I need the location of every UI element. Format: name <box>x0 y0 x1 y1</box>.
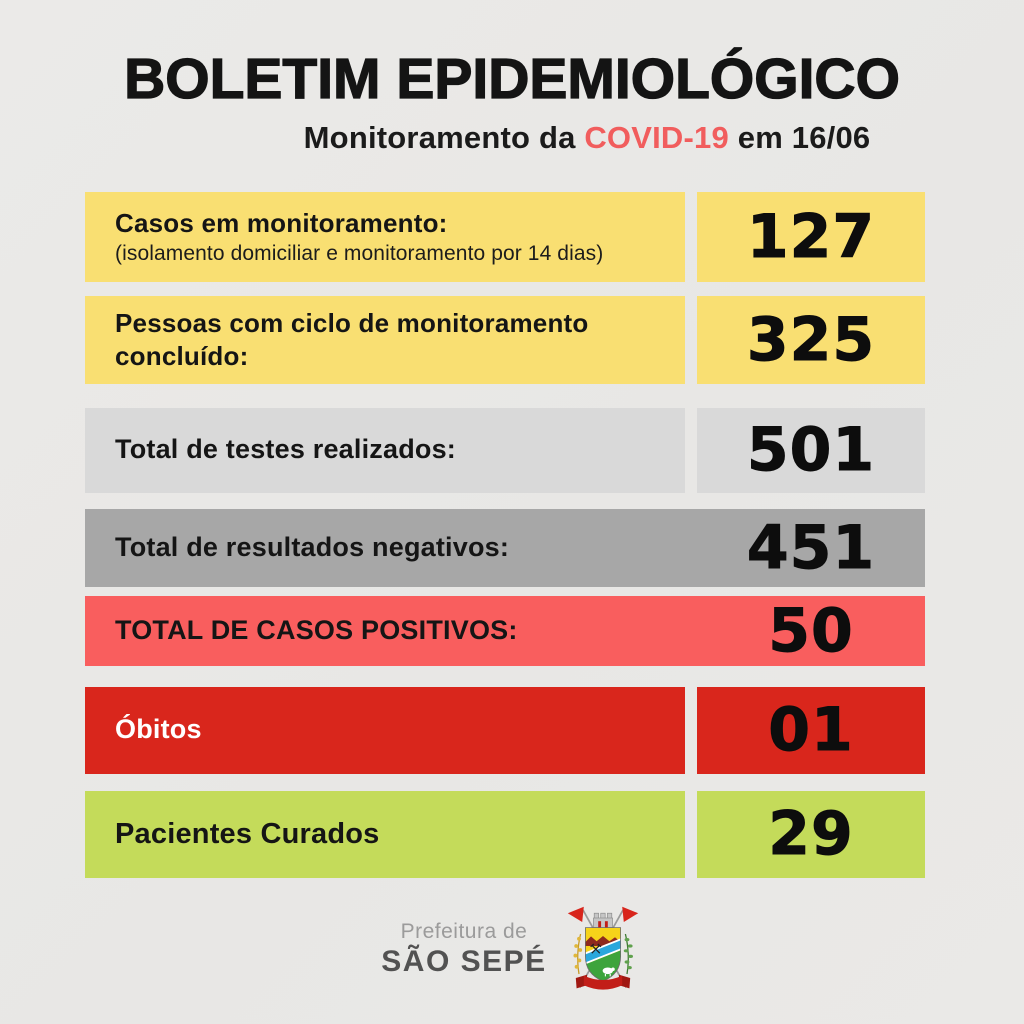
stat-label: Total de resultados negativos: <box>115 531 510 562</box>
stat-value: 451 <box>746 512 876 583</box>
row-ciclo-concluido: Pessoas com ciclo de monitoramento concl… <box>85 295 925 384</box>
stat-full-box: Total de resultados negativos: 451 <box>85 508 925 587</box>
stat-label: Casos em monitoramento: <box>115 207 448 238</box>
crest-wheat-icon <box>573 933 582 974</box>
stat-value-slot: 451 <box>697 517 925 578</box>
stat-value-box: 29 <box>697 790 925 878</box>
stat-label-box: Casos em monitoramento: (isolamento domi… <box>85 191 685 282</box>
subtitle-prefix: Monitoramento da <box>303 119 585 155</box>
crest-shield-icon <box>585 927 621 981</box>
org-line-sao-sepe: SÃO SEPÉ <box>381 945 547 979</box>
crest-branch-icon <box>623 933 633 974</box>
stat-value: 01 <box>768 695 854 766</box>
stat-label: Total de testes realizados: <box>115 434 457 465</box>
crest-mural-crown-icon <box>592 912 613 928</box>
stat-value: 29 <box>768 799 854 870</box>
crest-tools-icon <box>589 943 602 954</box>
subtitle-suffix: em 16/06 <box>728 119 871 155</box>
stat-sublabel: (isolamento domiciliar e monitoramento p… <box>115 242 604 266</box>
row-pacientes-curados: Pacientes Curados 29 <box>85 790 925 878</box>
org-line-prefeitura: Prefeitura de <box>400 920 528 944</box>
stat-value-slot: 50 <box>697 600 925 661</box>
row-casos-positivos: TOTAL DE CASOS POSITIVOS: 50 <box>85 595 925 666</box>
subtitle-covid-highlight: COVID-19 <box>584 119 729 155</box>
sao-sepe-coat-of-arms-icon <box>567 906 638 990</box>
org-name: Prefeitura de SÃO SEPÉ <box>381 920 546 979</box>
stats-table: Casos em monitoramento: (isolamento domi… <box>85 191 925 878</box>
stat-label: TOTAL DE CASOS POSITIVOS: <box>115 614 518 645</box>
crest-flag-icon <box>567 906 584 922</box>
stat-label: Pessoas com ciclo de monitoramento concl… <box>115 308 589 371</box>
stat-value-box: 325 <box>697 295 925 384</box>
bulletin-header: BOLETIM EPIDEMIOLÓGICO Monitoramento da … <box>0 0 1024 156</box>
page-title: BOLETIM EPIDEMIOLÓGICO <box>123 47 900 111</box>
stat-value: 501 <box>746 415 876 486</box>
stat-value: 127 <box>746 201 876 272</box>
row-testes-realizados: Total de testes realizados: 501 <box>85 407 925 493</box>
crest-flag-icon <box>621 906 638 922</box>
crest-ribbon-icon <box>575 974 630 990</box>
stat-value: 325 <box>746 304 876 375</box>
stat-label-box: Total de testes realizados: <box>85 407 685 493</box>
stat-label: Pacientes Curados <box>115 818 380 851</box>
row-resultados-negativos: Total de resultados negativos: 451 <box>85 508 925 587</box>
stat-value-box: 501 <box>697 407 925 493</box>
stat-label-box: Pessoas com ciclo de monitoramento concl… <box>85 295 685 384</box>
stat-full-box: TOTAL DE CASOS POSITIVOS: 50 <box>85 595 925 666</box>
stat-label: Óbitos <box>115 714 202 745</box>
page-subtitle: Monitoramento da COVID-19 em 16/06 <box>0 120 1024 156</box>
stat-value-box: 01 <box>697 686 925 774</box>
row-obitos: Óbitos 01 <box>85 686 925 774</box>
footer: Prefeitura de SÃO SEPÉ <box>0 902 1024 998</box>
row-casos-monitoramento: Casos em monitoramento: (isolamento domi… <box>85 191 925 282</box>
crest-sheep-icon <box>602 967 615 977</box>
stat-label-box: Óbitos <box>85 686 685 774</box>
stat-value: 50 <box>768 595 854 666</box>
stat-label-box: Pacientes Curados <box>85 790 685 878</box>
stat-value-box: 127 <box>697 191 925 282</box>
